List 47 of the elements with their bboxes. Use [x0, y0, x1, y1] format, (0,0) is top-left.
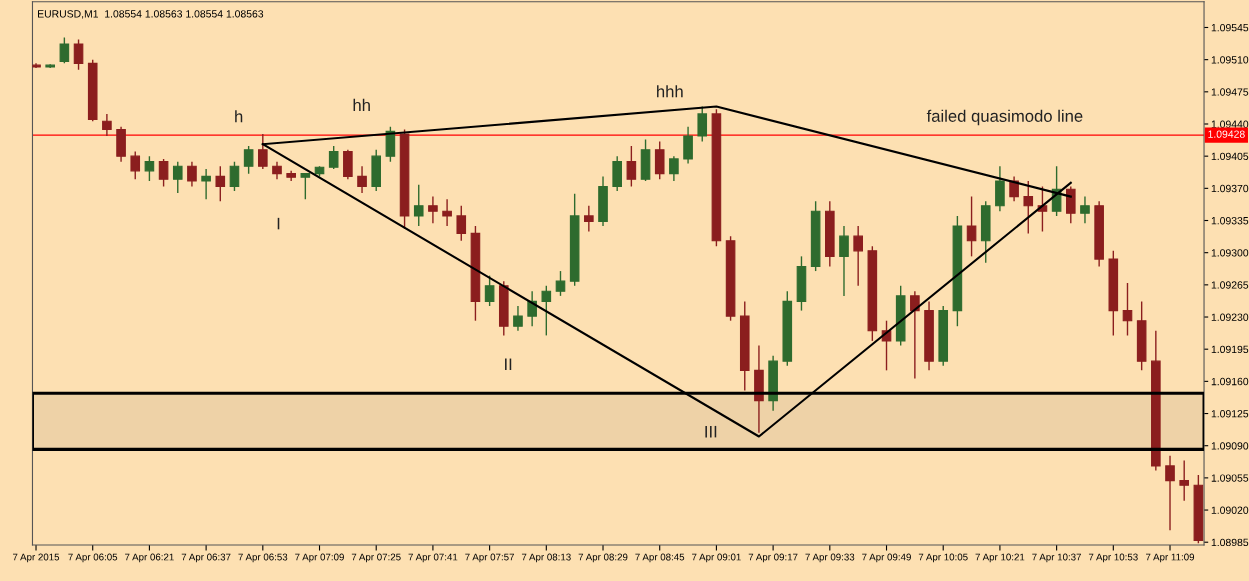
ref-line-label: 1.09428 [1208, 130, 1245, 138]
y-tick-label: 1.09545 [1211, 23, 1249, 32]
x-tick-label: 7 Apr 09:17 [748, 553, 798, 563]
text: EURUSD,M1 1.08554 1.08563 1.08554 1.08563 [38, 10, 264, 19]
annotation: h [235, 110, 243, 123]
y-tick-label: 1.09195 [1211, 345, 1249, 354]
y-tick-label: 1.09090 [1211, 442, 1249, 450]
x-tick-label: 7 Apr 08:13 [521, 553, 571, 563]
x-tick-label: 7 Apr 10:37 [1032, 553, 1081, 563]
x-tick-label: 7 Apr 06:53 [238, 553, 288, 563]
y-tick-label: 1.09300 [1211, 249, 1249, 257]
x-tick-label: 7 Apr 2015 [13, 553, 60, 563]
x-tick-label: 7 Apr 06:21 [125, 553, 174, 563]
y-tick-label: 1.09055 [1211, 474, 1249, 482]
y-tick-label: 1.09475 [1211, 88, 1249, 96]
y-tick-label: 1.09125 [1211, 410, 1249, 418]
y-tick-label: 1.09230 [1211, 313, 1249, 321]
annotation: I [277, 217, 280, 230]
x-tick-label: 7 Apr 06:37 [181, 553, 231, 563]
x-tick-label: 7 Apr 10:05 [918, 553, 968, 563]
x-tick-label: 7 Apr 06:05 [68, 553, 118, 563]
x-tick-label: 7 Apr 07:41 [408, 553, 458, 563]
x-tick-label: 7 Apr 07:25 [351, 553, 401, 563]
y-tick-label: 1.09370 [1211, 184, 1249, 193]
y-tick-label: 1.09510 [1211, 56, 1249, 64]
x-tick-label: 7 Apr 08:29 [578, 553, 628, 563]
annotation: III [705, 425, 717, 438]
x-tick-label: 7 Apr 09:01 [692, 553, 741, 563]
x-tick-label: 7 Apr 07:09 [295, 553, 344, 563]
x-tick-label: 7 Apr 11:09 [1146, 553, 1195, 563]
y-tick-label: 1.09020 [1211, 506, 1249, 514]
x-tick-label: 7 Apr 07:57 [465, 553, 514, 563]
y-tick-label: 1.09265 [1211, 281, 1249, 289]
annotation: hh [353, 98, 370, 111]
y-tick-label: 1.09335 [1211, 217, 1249, 225]
y-tick-label: 1.09160 [1211, 377, 1249, 386]
annotation: hhh [657, 85, 683, 98]
y-tick-label: 1.09440 [1211, 120, 1249, 128]
y-tick-label: 1.09405 [1211, 152, 1249, 161]
x-tick-label: 7 Apr 08:45 [635, 553, 685, 563]
x-tick-label: 7 Apr 09:33 [805, 553, 855, 563]
x-tick-label: 7 Apr 10:21 [975, 553, 1025, 563]
annotation: failed quasimodo line [926, 109, 1083, 126]
x-tick-label: 7 Apr 10:53 [1088, 553, 1138, 563]
annotation: II [505, 358, 512, 371]
y-tick-label: 1.08985 [1211, 538, 1249, 547]
x-tick-label: 7 Apr 09:49 [862, 553, 911, 563]
